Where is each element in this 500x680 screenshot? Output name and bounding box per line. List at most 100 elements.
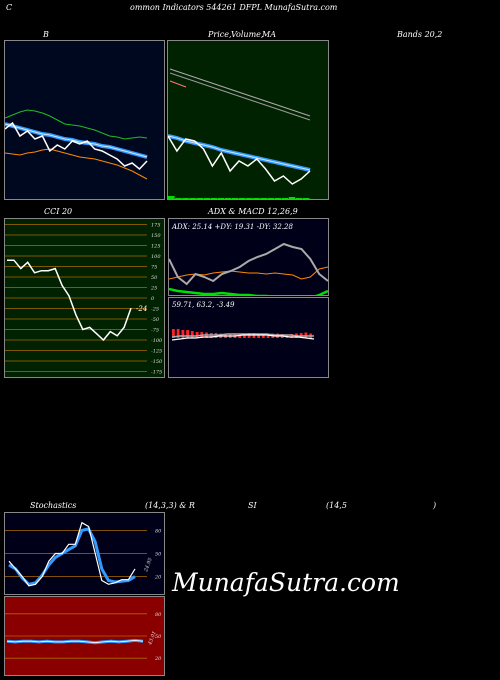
cci-tick-label: 25 xyxy=(150,285,157,291)
rsi-tick-label: 50 xyxy=(155,634,162,640)
page-title: ommon Indicators 544261 DFPL MunafaSutra… xyxy=(130,3,338,12)
cci-tick-label: 175 xyxy=(151,222,161,228)
pv-volume-bar xyxy=(302,198,310,199)
adx-plus-di-line xyxy=(169,242,328,286)
macd-chart: 59.71, 63.2, -3.49 xyxy=(171,301,315,341)
pv-volume-bar xyxy=(210,198,218,199)
stoch-title: Stochastics xyxy=(30,501,77,510)
cci-tick-label: -100 xyxy=(151,338,163,344)
pv-volume-bar xyxy=(224,198,232,199)
cci-tick-label: -125 xyxy=(151,349,162,355)
pv-volume-bar xyxy=(239,198,246,199)
cci-tick-label: 50 xyxy=(151,275,158,281)
bb-lower-band xyxy=(5,148,148,180)
macd-histogram-bar xyxy=(261,334,265,338)
cci-line xyxy=(7,259,132,342)
pv-volume-bar xyxy=(182,198,189,199)
adx-macd-title: ADX & MACD 12,26,9 xyxy=(208,207,298,216)
bollinger-panel xyxy=(4,40,165,200)
pv-volume-bar xyxy=(288,197,296,199)
stoch-tick-label: 50 xyxy=(155,552,162,558)
pv-price-label: Price, xyxy=(208,30,232,39)
pv-volume-bar xyxy=(267,198,274,199)
cci-tick-label: -150 xyxy=(151,359,163,365)
stoch-d-line xyxy=(8,527,136,586)
pv-volume-bar xyxy=(295,198,303,199)
pv-volume-bar xyxy=(260,198,267,199)
macd-histogram-bar xyxy=(266,334,270,338)
cci-tick-label: -175 xyxy=(151,370,162,376)
pv-price-line xyxy=(168,135,311,185)
bb-price-line xyxy=(5,121,148,171)
bands-label: Bands 20,2 xyxy=(397,30,443,39)
header-c: C xyxy=(6,3,13,12)
pv-volume-bar xyxy=(203,198,211,199)
macd-histogram-bar xyxy=(195,332,199,338)
stoch-params: (14,3,3) & R xyxy=(145,501,195,510)
macd-histogram-bar xyxy=(186,330,189,338)
pv-volume-bar xyxy=(196,198,203,199)
cci-tick-label: 0 xyxy=(151,296,155,302)
pv-volume-bar xyxy=(253,198,260,199)
pv-volume-bar xyxy=(246,198,253,199)
adx-readout: ADX: 25.14 +DY: 19.31 -DY: 32.28 xyxy=(171,223,293,231)
rsi-tick-label: 20 xyxy=(154,656,162,662)
price-volume-chart xyxy=(168,68,311,199)
rsi-params: (14,5 xyxy=(326,501,347,510)
macd-histogram-bar xyxy=(172,329,175,338)
stoch-tick-label: 20 xyxy=(154,575,162,581)
macd-histogram-bar xyxy=(243,333,246,338)
pv-volume-bar xyxy=(189,198,196,199)
macd-line xyxy=(171,334,315,341)
cci-tick-label: 150 xyxy=(151,233,161,239)
stoch-k-line xyxy=(8,521,136,587)
pv-volume-bar xyxy=(281,198,289,199)
macd-histogram-bar xyxy=(190,331,194,338)
cci-tick-label: 75 xyxy=(151,264,157,270)
cci-chart: 175 150 125 100 75 50 25 0 -25 -50 -75 -100 -125 -150… xyxy=(5,222,163,376)
si-label: SI xyxy=(248,501,257,510)
pv-volume-bar xyxy=(217,198,225,199)
watermark: MunafaSutra.com xyxy=(172,568,400,597)
stoch-tick-label: 80 xyxy=(155,528,162,534)
pv-volume-bar xyxy=(274,198,282,199)
price-volume-panel xyxy=(167,40,329,200)
pv-volume-bar xyxy=(231,198,239,199)
pv-short-ma xyxy=(169,80,187,88)
pv-trend-line-upper xyxy=(169,68,311,117)
pv-ma-label: MA xyxy=(262,30,276,39)
cci-tick-label: -50 xyxy=(151,317,160,323)
rsi-chart: 80 50 20 43.01 xyxy=(5,612,162,662)
rsi-close: ) xyxy=(433,501,437,510)
macd-panel: 59.71, 63.2, -3.49 xyxy=(168,297,329,378)
stoch-current-value: 24.95 xyxy=(143,557,154,573)
rsi-line-highlight xyxy=(6,639,144,644)
adx-line xyxy=(169,287,328,295)
bb-middle-highlight xyxy=(5,123,148,158)
adx-panel: ADX: 25.14 +DY: 19.31 -DY: 32.28 xyxy=(168,218,329,296)
macd-readout: 59.71, 63.2, -3.49 xyxy=(172,301,235,309)
cci-current-value: -24 xyxy=(136,305,147,313)
cci-panel: 175 150 125 100 75 50 25 0 -25 -50 -75 -100 -125 -150… xyxy=(4,218,165,378)
macd-histogram-bar xyxy=(290,334,294,338)
cci-tick-label: -25 xyxy=(151,307,159,313)
rsi-tick-label: 80 xyxy=(155,612,162,618)
rsi-panel: 80 50 20 43.01 xyxy=(4,596,165,676)
bb-upper-band xyxy=(5,109,148,140)
pv-volume-label: Volume, xyxy=(231,30,264,39)
pv-volume-bar xyxy=(175,198,182,199)
bb-title: B xyxy=(43,30,49,39)
cci-tick-label: 100 xyxy=(151,254,161,260)
rsi-current-value: 43.01 xyxy=(147,630,158,646)
macd-histogram-bar xyxy=(176,329,180,338)
cci-title: CCI 20 xyxy=(44,207,73,216)
pv-trend-line-lower xyxy=(169,72,311,121)
pv-ma-highlight xyxy=(168,135,311,171)
adx-chart: ADX: 25.14 +DY: 19.31 -DY: 32.28 xyxy=(169,223,328,295)
bollinger-chart xyxy=(5,109,148,180)
cci-tick-label: 125 xyxy=(151,243,161,249)
stochastics-panel: 80 50 20 24.95 xyxy=(4,512,165,595)
pv-volume-bar xyxy=(168,196,175,199)
macd-signal-line xyxy=(171,333,314,338)
